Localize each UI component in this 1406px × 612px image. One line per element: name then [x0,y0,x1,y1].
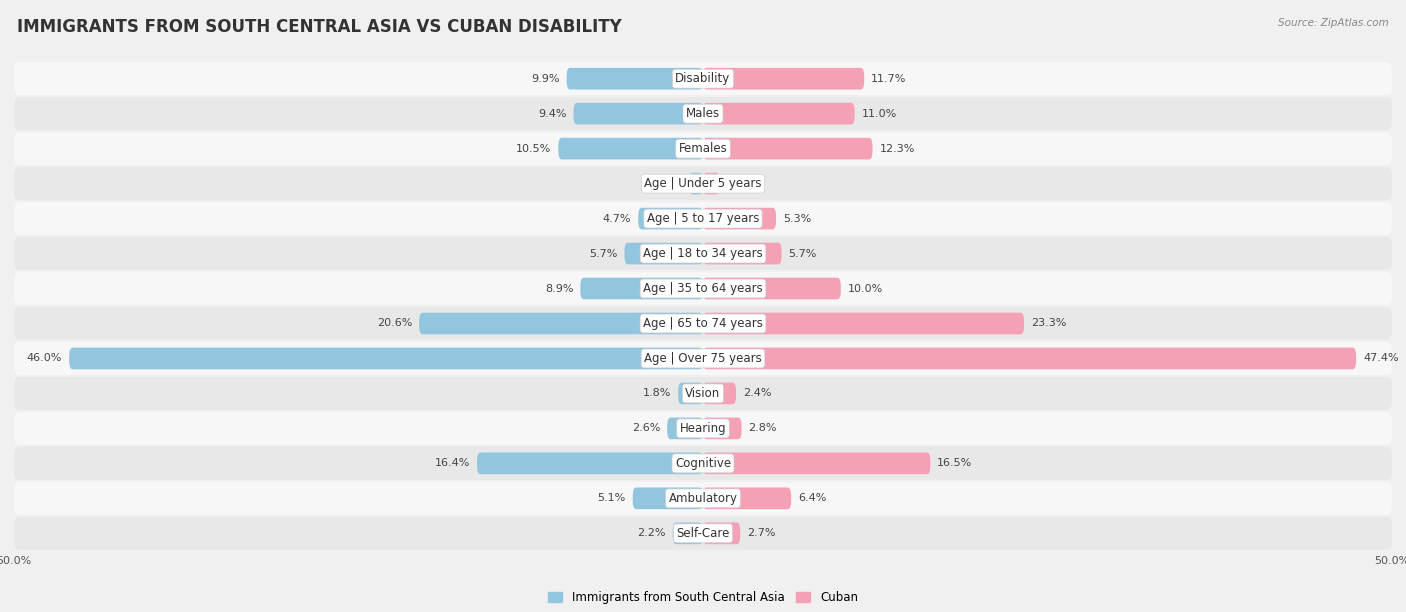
FancyBboxPatch shape [703,417,741,439]
Text: Age | 5 to 17 years: Age | 5 to 17 years [647,212,759,225]
Text: 46.0%: 46.0% [27,354,62,364]
Text: 6.4%: 6.4% [799,493,827,503]
FancyBboxPatch shape [703,68,865,89]
Text: Self-Care: Self-Care [676,527,730,540]
Text: 2.2%: 2.2% [637,528,666,539]
FancyBboxPatch shape [703,103,855,124]
FancyBboxPatch shape [672,523,703,544]
FancyBboxPatch shape [703,173,720,195]
FancyBboxPatch shape [14,517,1392,550]
FancyBboxPatch shape [14,132,1392,165]
Text: Cognitive: Cognitive [675,457,731,470]
FancyBboxPatch shape [14,342,1392,375]
FancyBboxPatch shape [419,313,703,334]
Text: 5.7%: 5.7% [789,248,817,258]
FancyBboxPatch shape [14,412,1392,445]
FancyBboxPatch shape [69,348,703,369]
Text: 16.4%: 16.4% [434,458,470,468]
Text: 10.0%: 10.0% [848,283,883,294]
Text: 4.7%: 4.7% [603,214,631,223]
FancyBboxPatch shape [703,138,873,160]
FancyBboxPatch shape [581,278,703,299]
Text: IMMIGRANTS FROM SOUTH CENTRAL ASIA VS CUBAN DISABILITY: IMMIGRANTS FROM SOUTH CENTRAL ASIA VS CU… [17,18,621,36]
Text: Males: Males [686,107,720,120]
FancyBboxPatch shape [678,382,703,405]
Text: 11.0%: 11.0% [862,109,897,119]
FancyBboxPatch shape [703,243,782,264]
Text: Disability: Disability [675,72,731,85]
FancyBboxPatch shape [703,313,1024,334]
FancyBboxPatch shape [703,207,776,230]
Text: Females: Females [679,142,727,155]
FancyBboxPatch shape [14,62,1392,95]
FancyBboxPatch shape [624,243,703,264]
Text: 5.7%: 5.7% [589,248,617,258]
FancyBboxPatch shape [567,68,703,89]
Text: 16.5%: 16.5% [938,458,973,468]
FancyBboxPatch shape [703,348,1357,369]
Text: 1.8%: 1.8% [643,389,671,398]
Text: 23.3%: 23.3% [1031,318,1066,329]
Text: 10.5%: 10.5% [516,144,551,154]
FancyBboxPatch shape [703,452,931,474]
FancyBboxPatch shape [703,523,740,544]
FancyBboxPatch shape [14,202,1392,235]
Text: 2.6%: 2.6% [631,424,661,433]
Text: Age | Under 5 years: Age | Under 5 years [644,177,762,190]
FancyBboxPatch shape [703,382,737,405]
FancyBboxPatch shape [14,377,1392,410]
Text: 9.9%: 9.9% [531,73,560,84]
Text: 1.2%: 1.2% [727,179,755,188]
FancyBboxPatch shape [638,207,703,230]
FancyBboxPatch shape [14,307,1392,340]
Text: 1.0%: 1.0% [654,179,682,188]
FancyBboxPatch shape [703,278,841,299]
FancyBboxPatch shape [14,97,1392,130]
Legend: Immigrants from South Central Asia, Cuban: Immigrants from South Central Asia, Cuba… [543,586,863,608]
Text: 20.6%: 20.6% [377,318,412,329]
Text: Source: ZipAtlas.com: Source: ZipAtlas.com [1278,18,1389,28]
Text: 5.3%: 5.3% [783,214,811,223]
FancyBboxPatch shape [14,272,1392,305]
FancyBboxPatch shape [574,103,703,124]
Text: Age | 35 to 64 years: Age | 35 to 64 years [643,282,763,295]
FancyBboxPatch shape [689,173,703,195]
FancyBboxPatch shape [477,452,703,474]
Text: Age | Over 75 years: Age | Over 75 years [644,352,762,365]
Text: 11.7%: 11.7% [872,73,907,84]
Text: 9.4%: 9.4% [538,109,567,119]
FancyBboxPatch shape [14,167,1392,200]
FancyBboxPatch shape [14,447,1392,480]
FancyBboxPatch shape [14,482,1392,515]
Text: Age | 18 to 34 years: Age | 18 to 34 years [643,247,763,260]
Text: Age | 65 to 74 years: Age | 65 to 74 years [643,317,763,330]
Text: Ambulatory: Ambulatory [668,492,738,505]
FancyBboxPatch shape [14,237,1392,270]
Text: 8.9%: 8.9% [546,283,574,294]
FancyBboxPatch shape [668,417,703,439]
FancyBboxPatch shape [703,488,792,509]
Text: 47.4%: 47.4% [1362,354,1399,364]
FancyBboxPatch shape [558,138,703,160]
Text: 2.7%: 2.7% [747,528,776,539]
Text: 2.4%: 2.4% [742,389,772,398]
FancyBboxPatch shape [633,488,703,509]
Text: 5.1%: 5.1% [598,493,626,503]
Text: Vision: Vision [685,387,721,400]
Text: Hearing: Hearing [679,422,727,435]
Text: 2.8%: 2.8% [748,424,778,433]
Text: 12.3%: 12.3% [879,144,915,154]
